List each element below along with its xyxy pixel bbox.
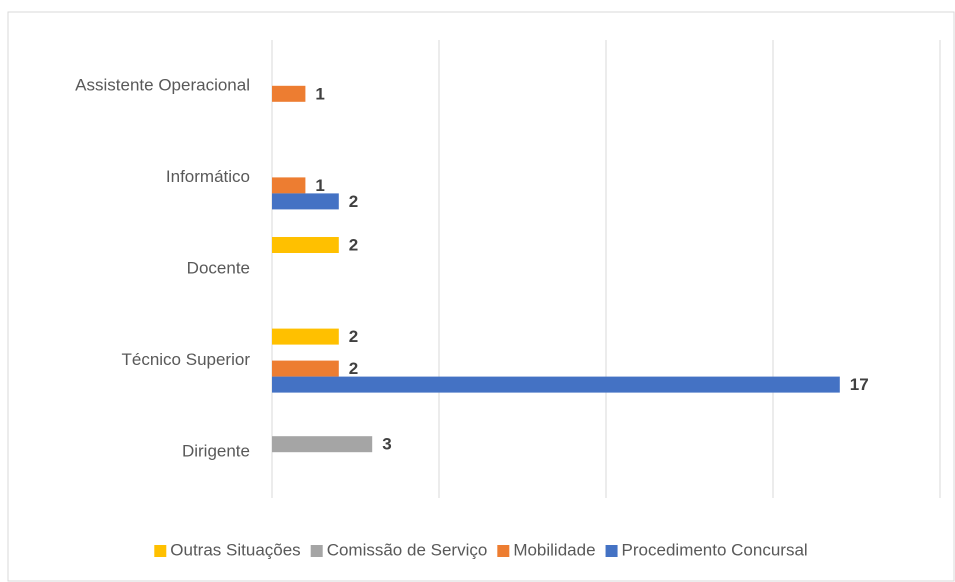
value-label: 2: [349, 359, 358, 378]
y-tick-label: Dirigente: [182, 442, 250, 461]
bar: [272, 237, 339, 253]
value-label: 17: [850, 375, 869, 394]
bar: [272, 376, 840, 393]
value-label: 1: [315, 176, 324, 195]
bar: [272, 328, 339, 345]
bar: [272, 85, 306, 102]
chart-frame: [7, 11, 955, 582]
bar: [272, 193, 339, 210]
y-tick-label: Docente: [187, 258, 250, 277]
bar: [272, 360, 339, 377]
y-tick-label: Informático: [166, 167, 250, 186]
legend-label: Procedimento Concursal: [622, 540, 808, 559]
value-label: 2: [349, 235, 358, 254]
value-label: 1: [315, 84, 324, 103]
legend-swatch: [497, 545, 510, 557]
value-label: 2: [349, 192, 358, 211]
value-label: 2: [349, 327, 358, 346]
legend-label: Mobilidade: [513, 540, 595, 559]
value-label: 3: [382, 435, 391, 454]
y-tick-label: Assistente Operacional: [75, 75, 250, 94]
legend-swatch: [310, 545, 323, 557]
legend-label: Outras Situações: [170, 540, 300, 559]
legend-label: Comissão de Serviço: [327, 540, 488, 559]
y-tick-label: Técnico Superior: [121, 350, 250, 369]
bar: [272, 177, 306, 194]
legend-swatch: [154, 545, 167, 557]
legend-swatch: [605, 545, 618, 557]
bar: [272, 436, 373, 453]
